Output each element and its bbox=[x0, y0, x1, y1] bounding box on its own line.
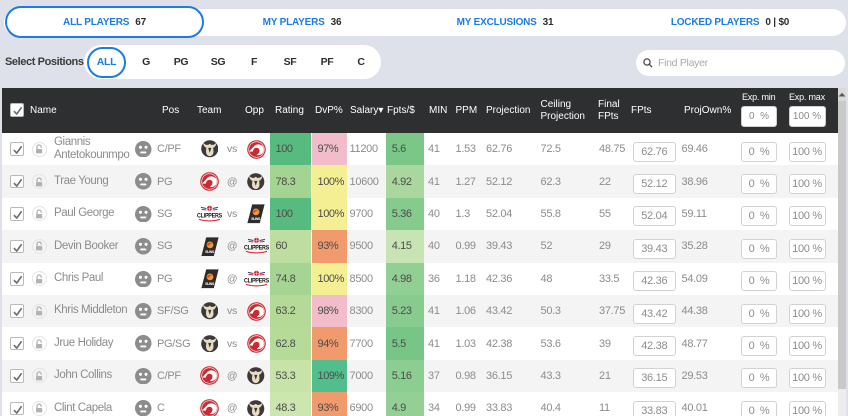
svg-text:SUNS: SUNS bbox=[205, 282, 215, 286]
svg-text:CLIPPERS: CLIPPERS bbox=[244, 245, 270, 252]
svg-text:CLIPPERS: CLIPPERS bbox=[244, 277, 270, 284]
svg-text:SUNS: SUNS bbox=[251, 217, 261, 221]
svg-text:CLIPPERS: CLIPPERS bbox=[197, 213, 223, 220]
svg-text:SUNS: SUNS bbox=[205, 250, 215, 254]
